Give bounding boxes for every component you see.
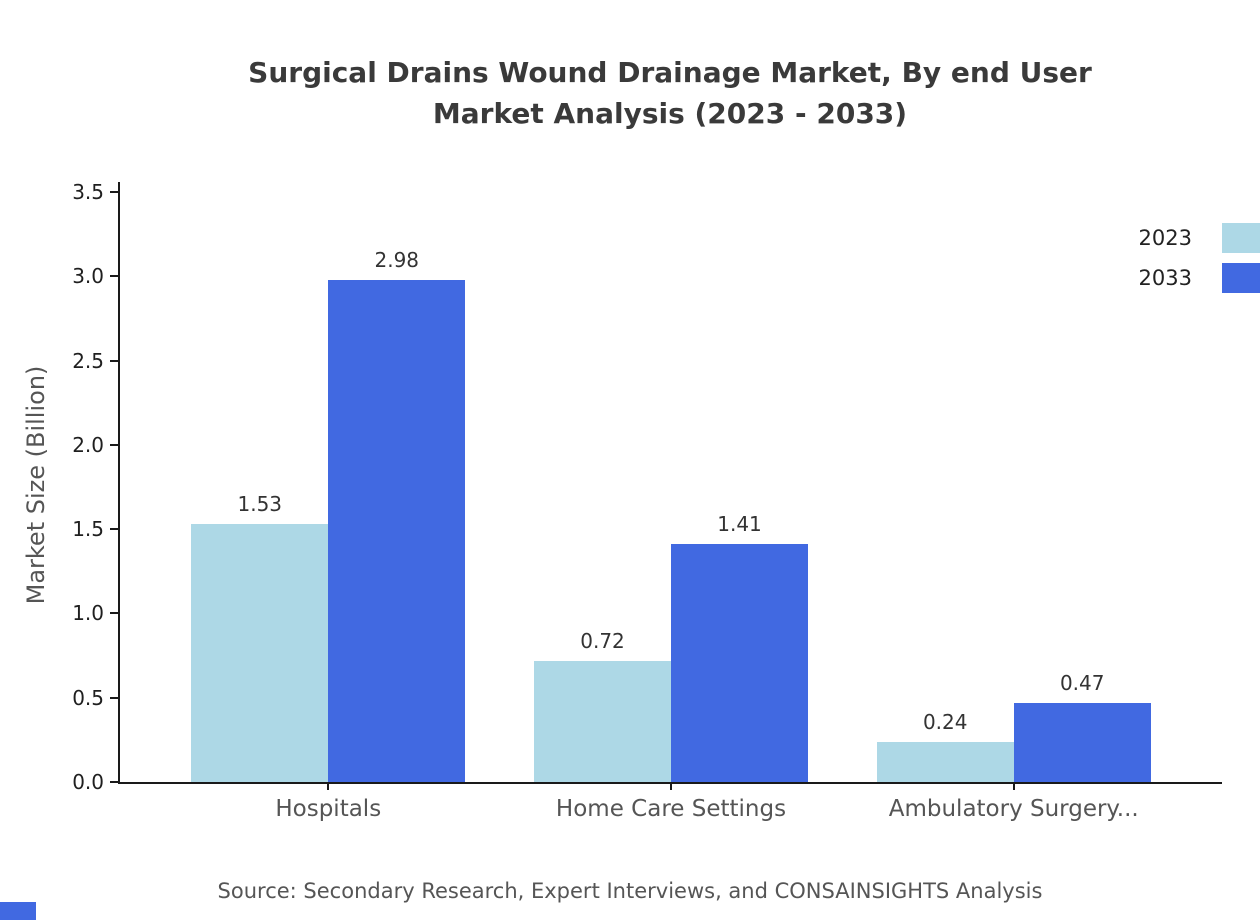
y-tick-label: 1.5	[72, 517, 104, 542]
x-tick-mark	[327, 782, 330, 790]
chart-title-line1: Surgical Drains Wound Drainage Market, B…	[248, 56, 1092, 89]
y-tick-mark	[110, 359, 118, 362]
bar-2033-2	[1013, 702, 1151, 782]
x-category-label: Ambulatory Surgery...	[888, 796, 1139, 822]
y-tick-mark	[110, 275, 118, 278]
bottom-left-accent	[0, 902, 36, 920]
x-category-label: Home Care Settings	[555, 796, 787, 822]
legend: 2023 2033	[1139, 223, 1260, 293]
bar-2023-1	[534, 660, 671, 782]
legend-swatch	[1222, 263, 1260, 293]
value-label: 0.72	[580, 628, 625, 653]
y-tick-label: 3.5	[72, 180, 104, 204]
x-category-label: Hospitals	[275, 796, 382, 822]
bar-2023-2	[876, 741, 1014, 782]
x-tick-mark	[670, 782, 672, 790]
legend-label: 2033	[1138, 266, 1192, 290]
bar-2023-0	[191, 524, 329, 782]
y-tick-label: 2.0	[72, 432, 104, 457]
y-tick-mark	[110, 528, 118, 531]
value-label: 1.41	[717, 512, 762, 537]
y-tick-label: 0.5	[72, 685, 104, 710]
x-tick-mark	[1012, 782, 1015, 790]
y-tick-mark	[110, 443, 118, 446]
y-tick-mark	[110, 781, 118, 783]
y-axis-label: Market Size (Billion)	[22, 365, 50, 605]
legend-label: 2023	[1138, 226, 1192, 250]
value-label: 0.47	[1059, 670, 1105, 695]
y-tick-label: 0.0	[72, 770, 104, 794]
legend-item-2033: 2033	[1139, 263, 1260, 293]
y-tick-mark	[110, 696, 118, 699]
y-tick-mark	[110, 191, 118, 193]
value-label: 1.53	[237, 492, 283, 517]
value-label: 2.98	[374, 247, 420, 272]
source-note: Source: Secondary Research, Expert Inter…	[217, 879, 1043, 903]
value-label: 0.24	[922, 709, 968, 734]
legend-item-2023: 2023	[1139, 223, 1260, 253]
y-tick-label: 1.0	[72, 601, 104, 626]
legend-swatch	[1222, 223, 1260, 253]
y-tick-label: 2.5	[72, 348, 104, 373]
bar-2033-1	[671, 544, 808, 782]
y-tick-mark	[110, 612, 118, 615]
plot-area: 0.0 0.5 1.0 1.5 2.0 2.5 3.0 3.5 Hospitals Home Ca…	[72, 180, 1222, 822]
bar-2033-0	[328, 279, 466, 782]
chart-title-line2: Market Analysis (2023 - 2033)	[432, 97, 908, 130]
y-tick-label: 3.0	[72, 264, 104, 289]
chart-title: Surgical Drains Wound Drainage Market, B…	[80, 52, 1260, 134]
